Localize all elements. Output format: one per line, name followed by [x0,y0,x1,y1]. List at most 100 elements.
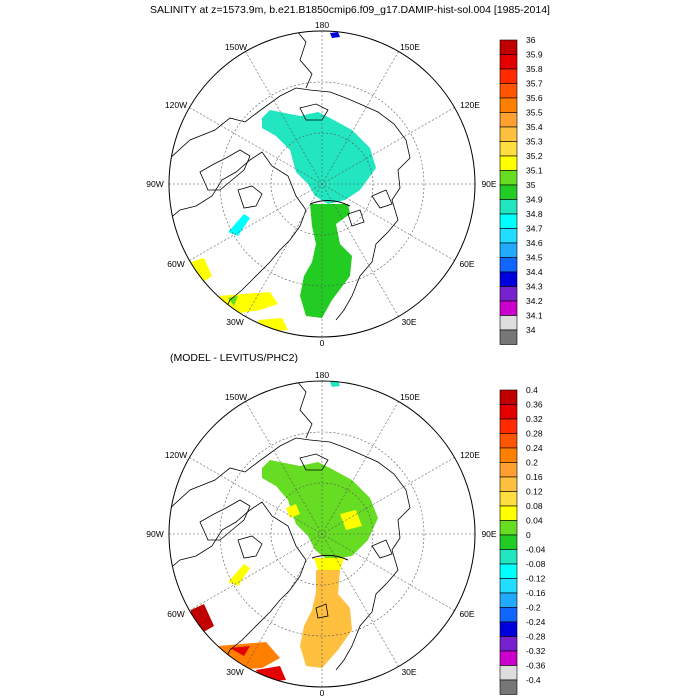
colorbar-label: 34.9 [526,195,543,205]
bottom-orange-field [300,570,352,668]
top-lon-label-60e: 60E [459,259,474,269]
colorbar-label: 35.3 [526,137,543,147]
top-north-marker [330,32,340,38]
top-green-atlantic [228,296,238,306]
top-colorbar: 36 35.9 35.8 35.7 35.6 35.5 35.4 35.3 35.2 35.1 35… [499,35,543,345]
colorbar-label: 0.04 [526,516,543,526]
colorbar-label: 34.5 [526,253,543,263]
top-map-border [168,30,476,338]
colorbar-swatch [499,271,518,287]
colorbar-label: 34.8 [526,209,543,219]
colorbar-label: 0.32 [526,414,543,424]
colorbar-swatch [499,505,518,521]
colorbar-swatch [499,404,518,420]
colorbar-swatch [499,563,518,579]
colorbar-swatch [499,520,518,536]
colorbar-label: 34.1 [526,311,543,321]
bottom-graticule [169,381,475,687]
colorbar-label: -0.16 [526,588,546,598]
top-title: SALINITY at z=1573.9m, b.e21.B1850cmip6.… [150,4,550,16]
colorbar-label: 35.6 [526,93,543,103]
colorbar-swatch [499,97,518,113]
colorbar-label: 35.4 [526,122,543,132]
colorbar-swatch [499,141,518,157]
top-lon-label-90w: 90W [146,179,163,189]
colorbar-label: 35.9 [526,50,543,60]
colorbar-swatch [499,389,518,405]
bottom-lon-label-90w: 90W [146,529,163,539]
colorbar-swatch [499,650,518,666]
colorbar-swatch [499,300,518,316]
top-green-field [300,204,352,318]
bottom-yellow-island-1 [286,504,300,518]
colorbar-swatch [499,170,518,186]
bottom-lon-label-180: 180 [315,370,329,380]
colorbar-label: 34.7 [526,224,543,234]
colorbar-swatch [499,184,518,200]
colorbar-swatch [499,607,518,623]
colorbar-label: 0.12 [526,487,543,497]
bottom-lon-label-60w: 60W [167,609,184,619]
top-lon-label-180: 180 [315,20,329,30]
colorbar-swatch [499,592,518,608]
colorbar-label: 0.28 [526,429,543,439]
colorbar-label: -0.4 [526,675,541,685]
colorbar-swatch [499,213,518,229]
colorbar-label: 34.3 [526,282,543,292]
colorbar-label: 0.36 [526,400,543,410]
top-cyan-field [262,110,376,204]
colorbar-label: -0.24 [526,617,546,627]
colorbar-label: -0.12 [526,574,546,584]
colorbar-swatch [499,315,518,331]
colorbar-label: 35.5 [526,108,543,118]
colorbar-label: -0.08 [526,559,546,569]
colorbar-label: 34.2 [526,296,543,306]
top-panel: SALINITY at z=1573.9m, b.e21.B1850cmip6.… [146,4,550,348]
colorbar-swatch [499,68,518,84]
top-lon-label-150e: 150E [400,42,420,52]
colorbar-swatch [499,679,518,695]
colorbar-swatch [499,83,518,99]
colorbar-swatch [499,286,518,302]
colorbar-swatch [499,636,518,652]
bottom-map-border [168,380,476,688]
colorbar-swatch [499,155,518,171]
colorbar-label: -0.04 [526,545,546,555]
colorbar-label: 35.7 [526,79,543,89]
bottom-panel: (MODEL - LEVITUS/PHC2) [146,352,545,698]
top-lon-label-30e: 30E [401,317,416,327]
colorbar-label: 36 [526,35,536,45]
top-lon-label-150w: 150W [225,42,247,52]
bottom-map: 180 150W 150E 120W 120E 90W 90E 60W 60E … [146,370,497,698]
colorbar-swatch [499,549,518,565]
top-lon-label-0: 0 [320,338,325,348]
bottom-lon-label-30w: 30W [226,667,243,677]
top-lon-label-120e: 120E [460,100,480,110]
colorbar-label: 34.6 [526,238,543,248]
top-graticule [169,31,475,337]
colorbar-label: 0.08 [526,501,543,511]
bottom-lon-label-90e: 90E [481,529,496,539]
bottom-coastlines [169,381,411,671]
colorbar-label: -0.32 [526,646,546,656]
colorbar-label: 0.2 [526,458,538,468]
colorbar-swatch [499,578,518,594]
colorbar-label: 35.1 [526,166,543,176]
top-lon-label-120w: 120W [165,100,187,110]
colorbar-swatch [499,126,518,142]
bottom-lon-labels: 180 150W 150E 120W 120E 90W 90E 60W 60E … [146,370,497,698]
colorbar-swatch [499,447,518,463]
colorbar-swatch [499,418,518,434]
bottom-yellow-island-2 [340,510,362,530]
bottom-yellow-strip [314,558,344,570]
bottom-lon-label-120e: 120E [460,450,480,460]
bottom-green-field [262,460,378,560]
colorbar-swatch [499,54,518,70]
bottom-lon-label-0: 0 [320,688,325,698]
bottom-lon-label-120w: 120W [165,450,187,460]
colorbar-label: 0.4 [526,385,538,395]
colorbar-swatch [499,39,518,55]
bottom-title: (MODEL - LEVITUS/PHC2) [170,352,298,364]
top-coastlines [169,31,411,321]
